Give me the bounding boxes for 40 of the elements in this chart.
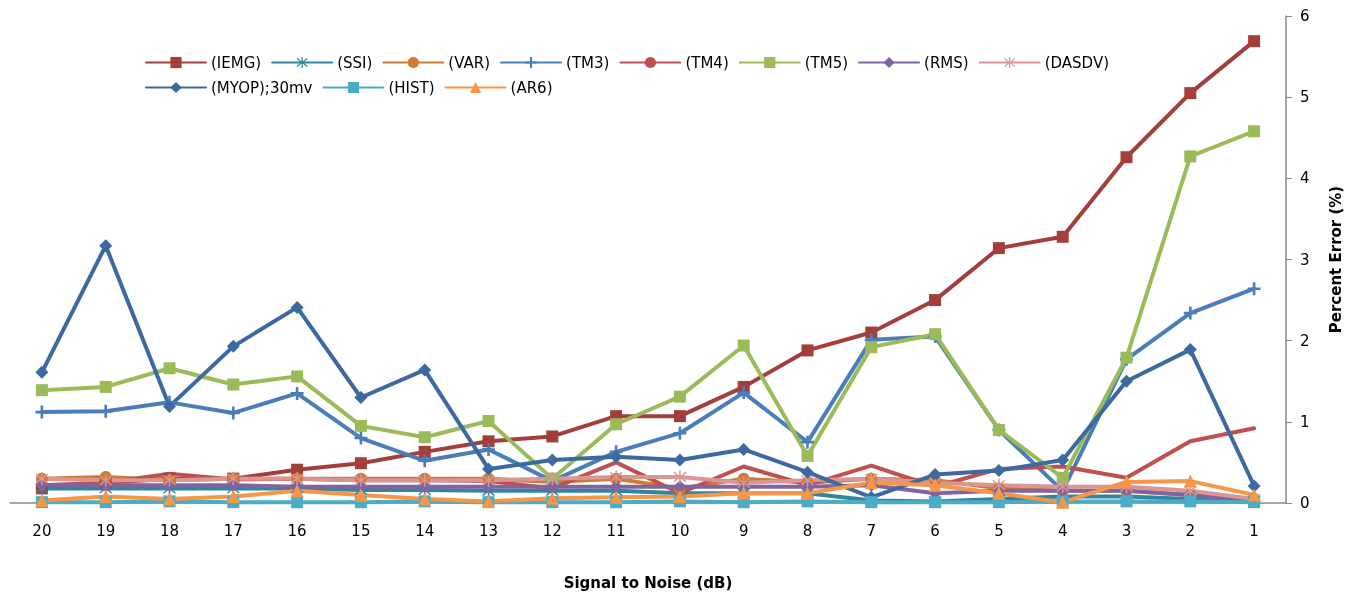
legend-label: (TM4)	[685, 53, 729, 72]
legend-label: (AR6)	[510, 78, 553, 97]
x-tick-label: 10	[670, 521, 690, 540]
x-tick-label: 9	[738, 521, 749, 540]
x-tick-label: 1	[1249, 521, 1259, 540]
y-tick-label: 1	[1300, 412, 1310, 431]
y-tick-label: 2	[1300, 331, 1310, 350]
x-tick-label: 14	[415, 521, 435, 540]
x-tick-label: 6	[930, 521, 940, 540]
y-axis-title: Percent Error (%)	[1326, 185, 1345, 334]
y-tick-label: 3	[1300, 250, 1310, 269]
x-tick-label: 5	[994, 521, 1004, 540]
y-tick-label: 6	[1300, 7, 1310, 25]
y-tick-label: 4	[1300, 169, 1310, 188]
x-tick-label: 13	[478, 521, 499, 540]
legend-label: (SSI)	[337, 53, 373, 72]
legend-label: (VAR)	[448, 53, 491, 72]
legend-label: (TM3)	[566, 53, 610, 72]
x-tick-label: 17	[223, 521, 243, 540]
x-tick-label: 15	[351, 521, 371, 540]
legend-label: (IEMG)	[211, 53, 262, 72]
x-tick-label: 19	[96, 521, 116, 540]
x-tick-label: 11	[606, 521, 626, 540]
x-tick-label: 16	[287, 521, 307, 540]
x-tick-label: 4	[1057, 521, 1068, 540]
legend-label: (RMS)	[924, 53, 969, 72]
x-axis-title: Signal to Noise (dB)	[563, 573, 733, 592]
x-tick-label: 18	[159, 521, 180, 540]
x-tick-label: 3	[1121, 521, 1132, 540]
y-tick-label: 5	[1300, 88, 1310, 107]
x-tick-label: 12	[542, 521, 562, 540]
legend-label: (HIST)	[388, 78, 435, 97]
legend-label: (DASDV)	[1044, 53, 1110, 72]
legend-label: (TM5)	[804, 53, 849, 72]
x-tick-label: 20	[32, 521, 52, 540]
y-tick-label: 0	[1300, 494, 1310, 512]
x-tick-label: 7	[866, 521, 877, 540]
x-tick-label: 2	[1185, 521, 1196, 540]
legend-label: (MYOP);30mv	[211, 78, 313, 97]
x-tick-label: 8	[802, 521, 813, 540]
